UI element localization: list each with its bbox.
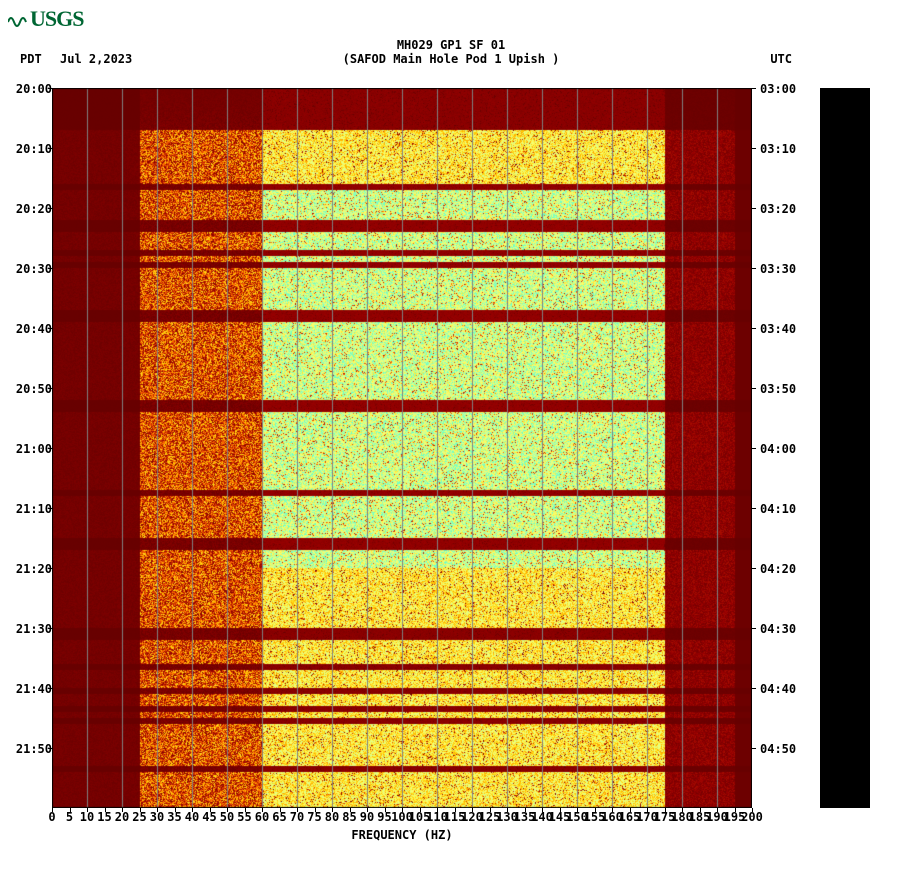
- y-left-tick-label: 20:00: [12, 82, 52, 96]
- x-axis-label: FREQUENCY (HZ): [52, 828, 752, 842]
- y-right-tick-label: 03:40: [760, 322, 800, 336]
- y-right-tick-label: 04:20: [760, 562, 800, 576]
- x-tick-label: 40: [185, 810, 199, 824]
- y-right-tick-label: 03:30: [760, 262, 800, 276]
- x-tick-label: 75: [307, 810, 321, 824]
- x-tick-label: 85: [342, 810, 356, 824]
- logo-text: USGS: [30, 6, 83, 31]
- spectrogram-canvas: [52, 88, 752, 808]
- y-right-tick-label: 03:10: [760, 142, 800, 156]
- x-tick-label: 25: [132, 810, 146, 824]
- x-tick-label: 5: [66, 810, 73, 824]
- y-left-tick-label: 21:00: [12, 442, 52, 456]
- x-tick-label: 60: [255, 810, 269, 824]
- y-left-tick-label: 21:10: [12, 502, 52, 516]
- x-tick-label: 10: [80, 810, 94, 824]
- spectrogram-plot: [52, 88, 752, 808]
- x-tick-label: 80: [325, 810, 339, 824]
- y-right-tick-label: 04:00: [760, 442, 800, 456]
- y-right-tick-label: 04:50: [760, 742, 800, 756]
- x-tick-label: 15: [97, 810, 111, 824]
- x-tick-label: 90: [360, 810, 374, 824]
- y-right-tick-label: 04:40: [760, 682, 800, 696]
- y-left-tick-label: 20:50: [12, 382, 52, 396]
- x-tick-label: 95: [377, 810, 391, 824]
- y-right-tick-label: 04:10: [760, 502, 800, 516]
- y-right-tick-label: 03:50: [760, 382, 800, 396]
- title-line2: (SAFOD Main Hole Pod 1 Upish ): [0, 52, 902, 66]
- logo-wave-icon: [8, 8, 28, 34]
- y-left-tick-label: 20:40: [12, 322, 52, 336]
- date-left: Jul 2,2023: [60, 52, 132, 66]
- timezone-left: PDT: [20, 52, 42, 66]
- y-right-tick-label: 03:00: [760, 82, 800, 96]
- y-left-tick-label: 21:40: [12, 682, 52, 696]
- x-tick-label: 45: [202, 810, 216, 824]
- x-tick-label: 200: [741, 810, 763, 824]
- y-left-tick-label: 21:30: [12, 622, 52, 636]
- x-tick-label: 0: [48, 810, 55, 824]
- chart-title: MH029 GP1 SF 01 (SAFOD Main Hole Pod 1 U…: [0, 38, 902, 66]
- timezone-right: UTC: [770, 52, 792, 66]
- x-tick-label: 30: [150, 810, 164, 824]
- x-tick-label: 35: [167, 810, 181, 824]
- y-left-tick-label: 21:20: [12, 562, 52, 576]
- y-left-tick-label: 20:10: [12, 142, 52, 156]
- usgs-logo: USGS: [8, 6, 83, 34]
- y-right-tick-label: 03:20: [760, 202, 800, 216]
- x-tick-label: 70: [290, 810, 304, 824]
- y-left-tick-label: 20:30: [12, 262, 52, 276]
- y-left-tick-label: 21:50: [12, 742, 52, 756]
- x-tick-label: 55: [237, 810, 251, 824]
- y-right-tick-label: 04:30: [760, 622, 800, 636]
- x-tick-label: 20: [115, 810, 129, 824]
- title-line1: MH029 GP1 SF 01: [0, 38, 902, 52]
- y-left-tick-label: 20:20: [12, 202, 52, 216]
- x-tick-label: 65: [272, 810, 286, 824]
- x-tick-label: 50: [220, 810, 234, 824]
- colorbar: [820, 88, 870, 808]
